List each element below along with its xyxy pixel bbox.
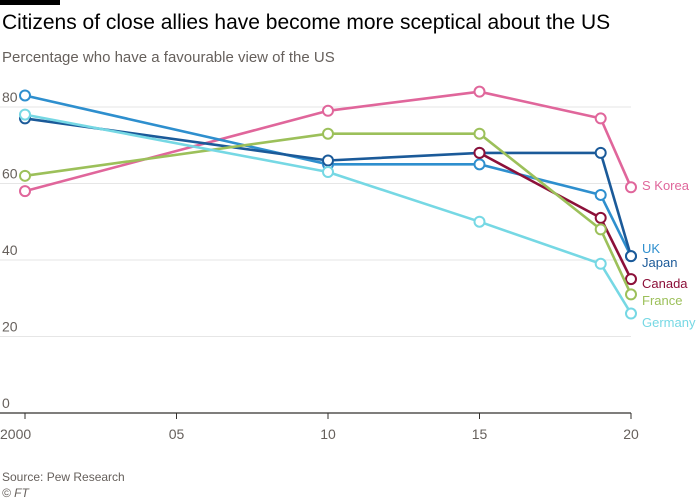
y-tick-label: 20: [2, 318, 18, 334]
data-point: [19, 169, 31, 182]
series-line: [23, 113, 633, 315]
copyright-note: © FT: [2, 486, 29, 500]
data-point: [322, 154, 334, 167]
series-label: S Korea: [642, 178, 690, 193]
data-point: [625, 181, 637, 194]
data-point: [19, 185, 31, 198]
data-point: [594, 257, 607, 270]
data-point: [594, 112, 607, 125]
ft-top-bar: [0, 0, 60, 5]
series-germany: [19, 108, 637, 320]
series-label: UK: [642, 241, 660, 256]
data-point: [473, 215, 486, 228]
series-france: [19, 127, 637, 301]
chart-title: Citizens of close allies have become mor…: [2, 11, 611, 34]
data-point: [19, 108, 31, 121]
gridlines: [0, 106, 631, 414]
data-point: [322, 165, 334, 178]
data-point: [625, 307, 637, 320]
data-point: [473, 146, 486, 159]
data-point: [473, 158, 486, 171]
y-tick-label: 80: [2, 89, 18, 105]
series-canada: [473, 146, 637, 286]
x-tick-label: 2000: [0, 426, 31, 442]
x-tick-label: 05: [169, 426, 185, 442]
data-point: [594, 146, 607, 159]
data-point: [594, 188, 607, 201]
x-tick-label: 20: [623, 426, 639, 442]
series-label: Japan: [642, 255, 677, 270]
data-point: [594, 211, 607, 224]
data-point: [322, 127, 334, 140]
chart-subtitle: Percentage who have a favourable view of…: [2, 49, 335, 66]
series-label: Canada: [642, 276, 688, 291]
series-lines: [19, 85, 637, 320]
data-point: [473, 127, 486, 140]
series-label: Germany: [642, 315, 696, 330]
y-tick-label: 0: [2, 395, 10, 411]
x-tick-label: 10: [320, 426, 336, 442]
data-point: [322, 104, 334, 117]
series-label: France: [642, 293, 682, 308]
data-point: [19, 89, 31, 102]
data-point: [625, 273, 637, 286]
data-point: [594, 223, 607, 236]
y-tick-label: 60: [2, 165, 18, 181]
y-tick-label: 40: [2, 242, 18, 258]
series-s-korea: [19, 85, 637, 198]
source-note: Source: Pew Research: [2, 470, 125, 484]
data-point: [473, 85, 486, 98]
data-point: [625, 288, 637, 301]
x-tick-label: 15: [472, 426, 488, 442]
axes: 0 20 40 60 80 2000 05 10 15 20: [0, 89, 639, 442]
data-point: [625, 250, 637, 263]
